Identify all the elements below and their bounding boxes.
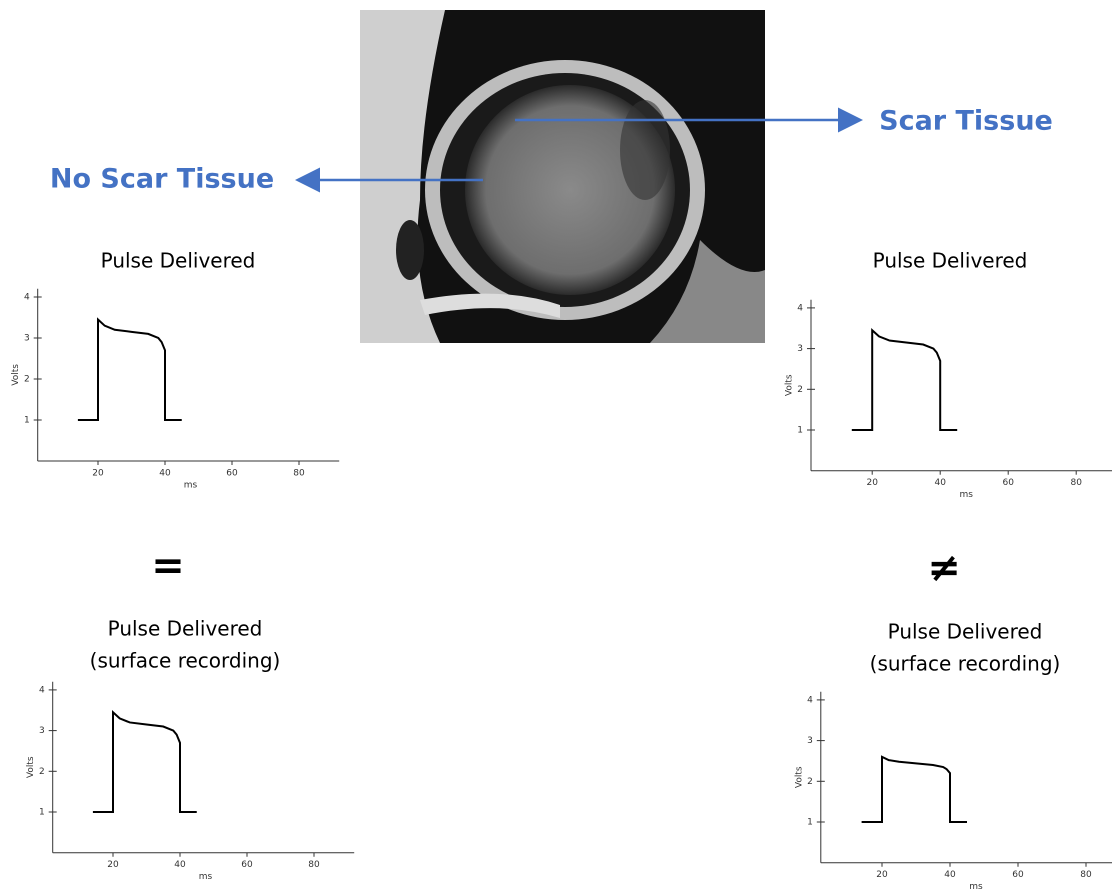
y-axis-label: Volts [26, 756, 36, 778]
pulse-line [92, 710, 197, 813]
not-equal-sign: ≠ [927, 545, 961, 591]
y-tick-label: 2 [39, 767, 45, 777]
equal-sign: = [151, 543, 185, 589]
x-tick-label: 80 [1080, 870, 1092, 880]
y-tick-label: 1 [39, 808, 45, 818]
x-tick-label: 60 [1012, 870, 1024, 880]
pulse-line [77, 317, 182, 421]
y-tick-label: 1 [807, 818, 813, 828]
y-tick-label: 4 [797, 303, 803, 313]
y-tick-label: 1 [797, 426, 803, 436]
x-tick-label: 60 [241, 860, 253, 870]
x-tick-label: 80 [293, 469, 305, 479]
y-axis-label: Volts [785, 374, 795, 396]
chart-title: Pulse Delivered [101, 249, 256, 273]
y-tick-label: 1 [24, 416, 30, 426]
y-tick-label: 4 [24, 293, 30, 303]
x-tick-label: 60 [226, 469, 238, 479]
x-tick-label: 40 [934, 478, 946, 488]
y-axis-label: Volts [794, 766, 804, 788]
x-axis-label: ms [969, 882, 983, 890]
x-tick-label: 20 [92, 469, 104, 479]
y-tick-label: 3 [807, 736, 813, 746]
y-tick-label: 3 [24, 334, 30, 344]
x-tick-label: 80 [308, 860, 320, 870]
x-tick-label: 40 [944, 870, 956, 880]
x-tick-label: 80 [1070, 478, 1082, 488]
x-axis-label: ms [184, 481, 198, 491]
pulse-line [851, 328, 958, 431]
y-tick-label: 3 [797, 344, 803, 354]
x-tick-label: 20 [866, 478, 878, 488]
chart-title: Pulse Delivered [888, 620, 1043, 644]
x-tick-label: 20 [107, 860, 119, 870]
y-axis-label: Volts [11, 364, 21, 386]
x-axis-label: ms [959, 490, 973, 500]
y-tick-label: 4 [39, 685, 45, 695]
x-tick-label: 60 [1002, 478, 1014, 488]
y-tick-label: 2 [797, 385, 803, 395]
chart-subtitle: (surface recording) [90, 649, 281, 673]
pulse-line [861, 755, 967, 823]
right-label: Scar Tissue [879, 106, 1053, 137]
y-tick-label: 2 [807, 777, 813, 787]
chart-title: Pulse Delivered [108, 617, 263, 641]
x-tick-label: 20 [876, 870, 888, 880]
chart-title: Pulse Delivered [873, 249, 1028, 273]
mri-image [360, 10, 765, 343]
y-tick-label: 2 [24, 375, 30, 385]
chart-subtitle: (surface recording) [870, 652, 1061, 676]
left-label: No Scar Tissue [50, 164, 274, 195]
y-tick-label: 3 [39, 726, 45, 736]
y-tick-label: 4 [807, 695, 813, 705]
x-axis-label: ms [199, 872, 213, 882]
x-tick-label: 40 [159, 469, 171, 479]
x-tick-label: 40 [174, 860, 186, 870]
